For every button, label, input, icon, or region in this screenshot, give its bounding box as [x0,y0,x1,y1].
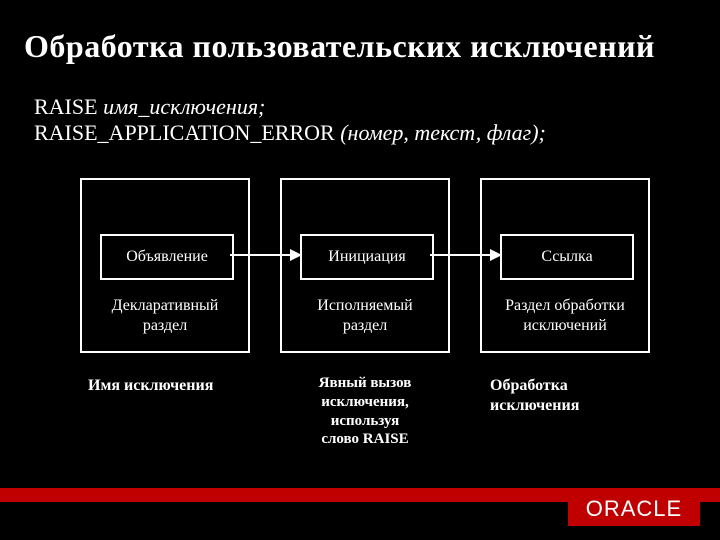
code-line-1: RAISE имя_исключения; [34,94,265,120]
flow-diagram: Объявление Декларативныйраздел Инициация… [80,178,660,358]
step-box-raise: Инициация [300,234,434,280]
caption-raise: Явный вызов исключения,используя слово R… [280,374,450,449]
step-box-declare: Объявление [100,234,234,280]
section-label: Исполняемыйраздел [282,296,448,336]
code-keyword: RAISE [34,94,103,119]
code-arg: (номер, текст, флаг); [340,120,546,145]
page-title: Обработка пользовательских исключений [24,28,655,65]
code-line-2: RAISE_APPLICATION_ERROR (номер, текст, ф… [34,120,546,146]
caption-name: Имя исключения [88,376,213,396]
section-label: Раздел обработкиисключений [482,296,648,336]
arrow-icon [430,254,500,256]
section-label: Декларативныйраздел [82,296,248,336]
code-keyword: RAISE_APPLICATION_ERROR [34,120,340,145]
step-box-reference: Ссылка [500,234,634,280]
brand-logo: ORACLE [568,492,700,526]
section-box-declarative: Объявление Декларативныйраздел [80,178,250,353]
caption-handle: Обработка исключения [490,376,579,416]
section-box-exception: Ссылка Раздел обработкиисключений [480,178,650,353]
arrow-icon [230,254,300,256]
code-arg: имя_исключения; [103,94,265,119]
section-box-executable: Инициация Исполняемыйраздел [280,178,450,353]
